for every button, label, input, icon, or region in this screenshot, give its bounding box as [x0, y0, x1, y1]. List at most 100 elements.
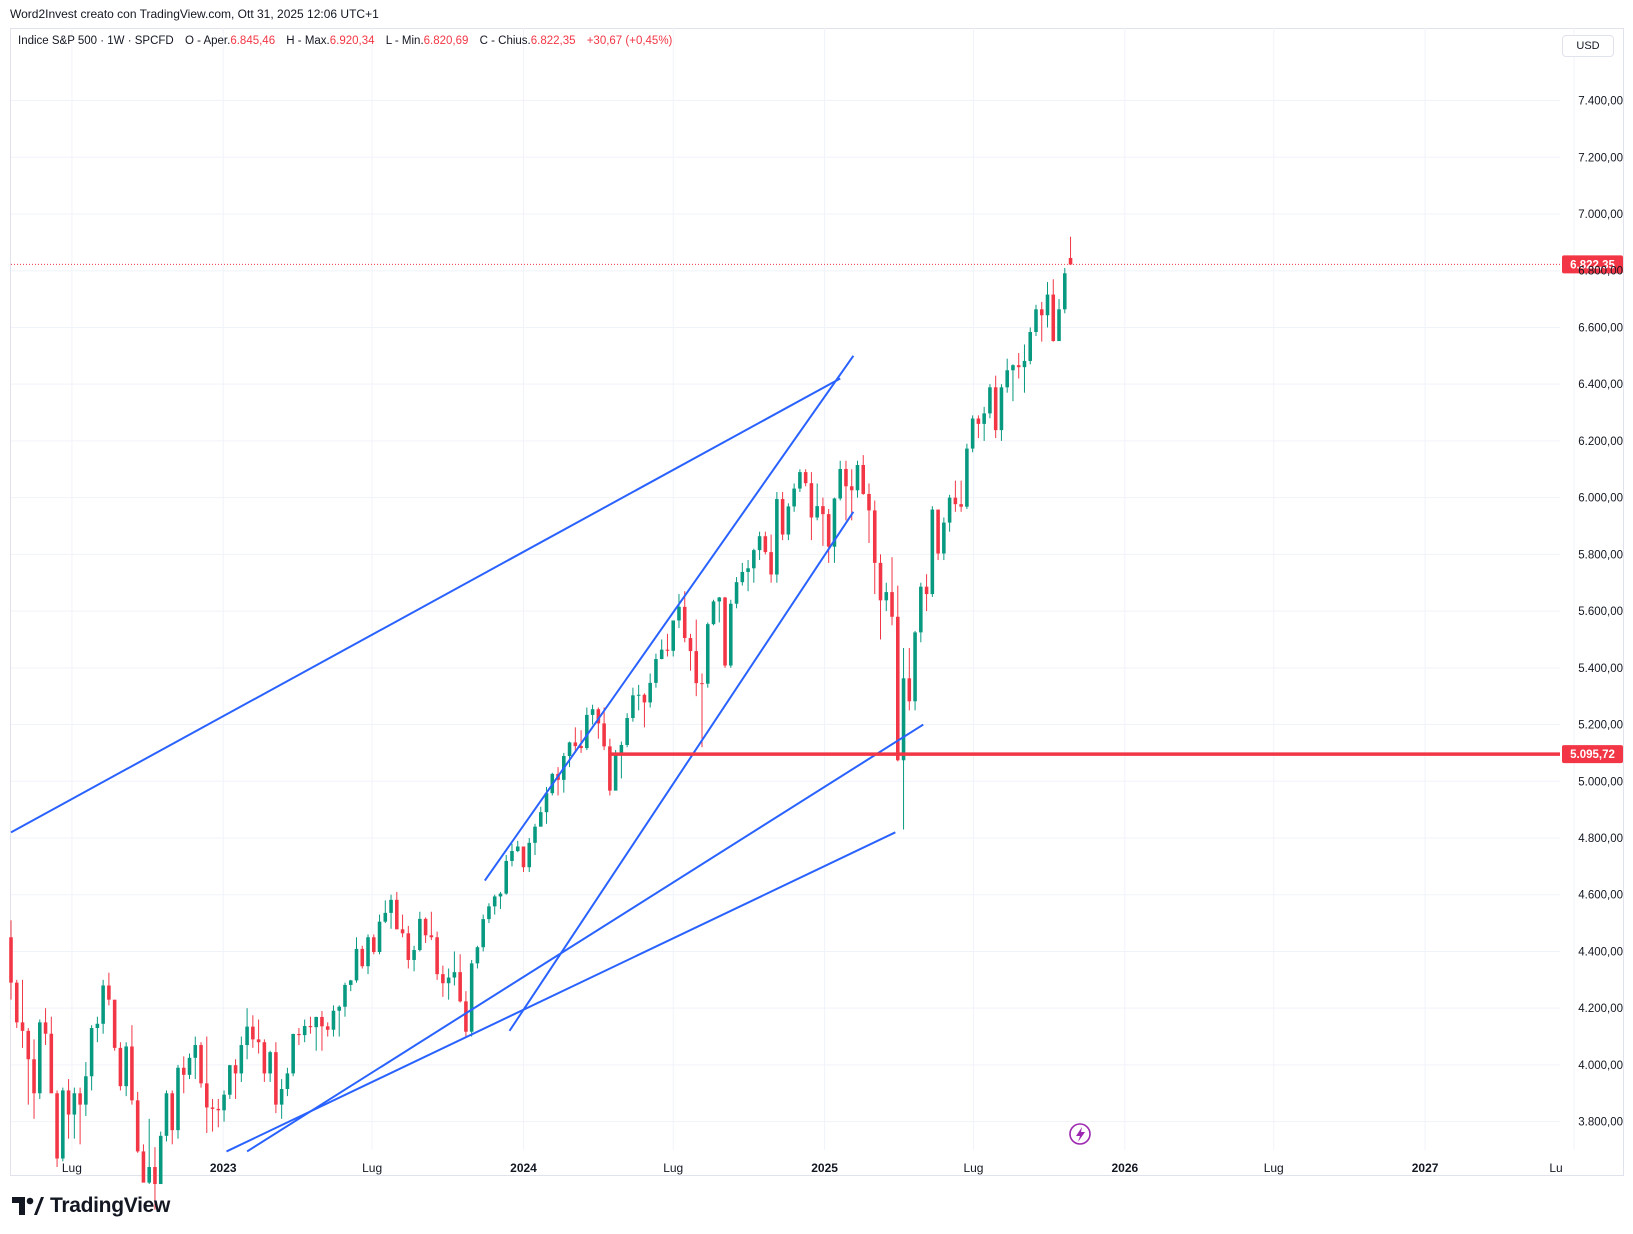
candle [936, 509, 940, 561]
candle-body [43, 1022, 48, 1034]
candle [953, 480, 958, 512]
tradingview-logo[interactable]: TradingView [12, 1194, 170, 1218]
x-tick-label: 2027 [1412, 1161, 1439, 1175]
y-tick-label: 5.600,00 [1578, 606, 1623, 618]
candle [567, 741, 572, 768]
candle-body [510, 851, 514, 861]
trendline[interactable] [246, 723, 924, 1153]
candle-body [153, 1167, 157, 1185]
candle [130, 1025, 134, 1105]
candle-body [1051, 294, 1056, 342]
candle-body [395, 899, 399, 930]
currency-label: USD [1576, 40, 1600, 52]
candle [26, 1028, 31, 1105]
candle [371, 934, 376, 955]
candle [642, 693, 647, 728]
candle [204, 1036, 209, 1133]
candle [475, 945, 480, 969]
candle [515, 840, 520, 853]
y-tick-label: 6.800,00 [1578, 266, 1623, 278]
candle-body [659, 649, 664, 660]
candle-body [636, 694, 641, 696]
candle [913, 630, 917, 711]
candle [838, 460, 842, 501]
candle [274, 1042, 278, 1114]
low-value: 6.820,69 [423, 35, 469, 47]
x-tick-label: 2025 [811, 1161, 838, 1175]
candle-body [590, 709, 595, 715]
candle [890, 557, 894, 626]
candle [84, 1062, 88, 1116]
candle [395, 891, 399, 930]
candle-body [608, 746, 612, 791]
candle-body [677, 606, 681, 621]
candle-body [141, 1151, 146, 1183]
x-tick-label: 2023 [210, 1161, 237, 1175]
candle [752, 548, 756, 583]
candle [210, 1098, 215, 1132]
candle [383, 900, 388, 924]
y-tick-label: 6.200,00 [1578, 436, 1623, 448]
candle [1045, 282, 1050, 328]
y-tick-label: 7.400,00 [1578, 96, 1623, 108]
candle-body [112, 999, 117, 1048]
tradingview-logo-icon [12, 1197, 44, 1215]
candle [809, 472, 814, 541]
candle [256, 1019, 261, 1054]
trendline[interactable] [508, 511, 855, 1032]
y-tick-label: 5.800,00 [1578, 549, 1623, 561]
candle [930, 506, 935, 597]
candle-body [993, 387, 998, 431]
candle-body [239, 1045, 244, 1074]
candle-body [412, 950, 416, 960]
candle [711, 599, 716, 626]
candle-body [872, 510, 877, 563]
trendline[interactable] [484, 355, 855, 882]
candle [613, 750, 618, 791]
trendline[interactable] [10, 377, 841, 834]
candle [1005, 358, 1009, 393]
candle [700, 673, 704, 748]
candle [729, 599, 733, 668]
candle-body [481, 919, 485, 948]
candle-body [337, 1006, 342, 1011]
candle-body [533, 826, 537, 843]
candle [648, 673, 652, 708]
lightning-icon[interactable] [1069, 1123, 1091, 1145]
trendline[interactable] [226, 831, 896, 1153]
candle-body [619, 744, 624, 753]
candle-body [193, 1045, 198, 1058]
candle [815, 483, 819, 521]
candle [659, 639, 664, 660]
symbol-label[interactable]: Indice S&P 500 · 1W · SPCFD [18, 35, 174, 47]
candle [942, 517, 946, 561]
candle-body [297, 1033, 301, 1036]
candle-body [95, 1023, 100, 1029]
candle [72, 1087, 77, 1139]
candle-body [544, 793, 549, 813]
candle-body [204, 1083, 209, 1108]
candle [982, 406, 986, 441]
candle-body [170, 1093, 175, 1131]
candle-body [786, 506, 791, 535]
candle-body [976, 418, 981, 424]
ohlc-legend: Indice S&P 500 · 1W · SPCFD O - Aper.6.8… [18, 35, 672, 47]
candle [861, 455, 866, 495]
candle [429, 911, 434, 941]
candle [233, 1059, 238, 1099]
candle [343, 982, 347, 1017]
candle-body [988, 387, 992, 414]
candle-body [579, 746, 583, 749]
candle-body [1022, 360, 1027, 368]
candle [135, 1091, 140, 1153]
candle [492, 894, 497, 915]
candle [412, 945, 416, 972]
currency-button[interactable]: USD [1562, 35, 1614, 57]
candle-body [602, 723, 606, 747]
candle [14, 979, 19, 1029]
candle-body [181, 1067, 186, 1075]
candle-body [970, 418, 975, 449]
candle-body [360, 948, 365, 967]
x-tick-label: Lug [1264, 1161, 1284, 1175]
